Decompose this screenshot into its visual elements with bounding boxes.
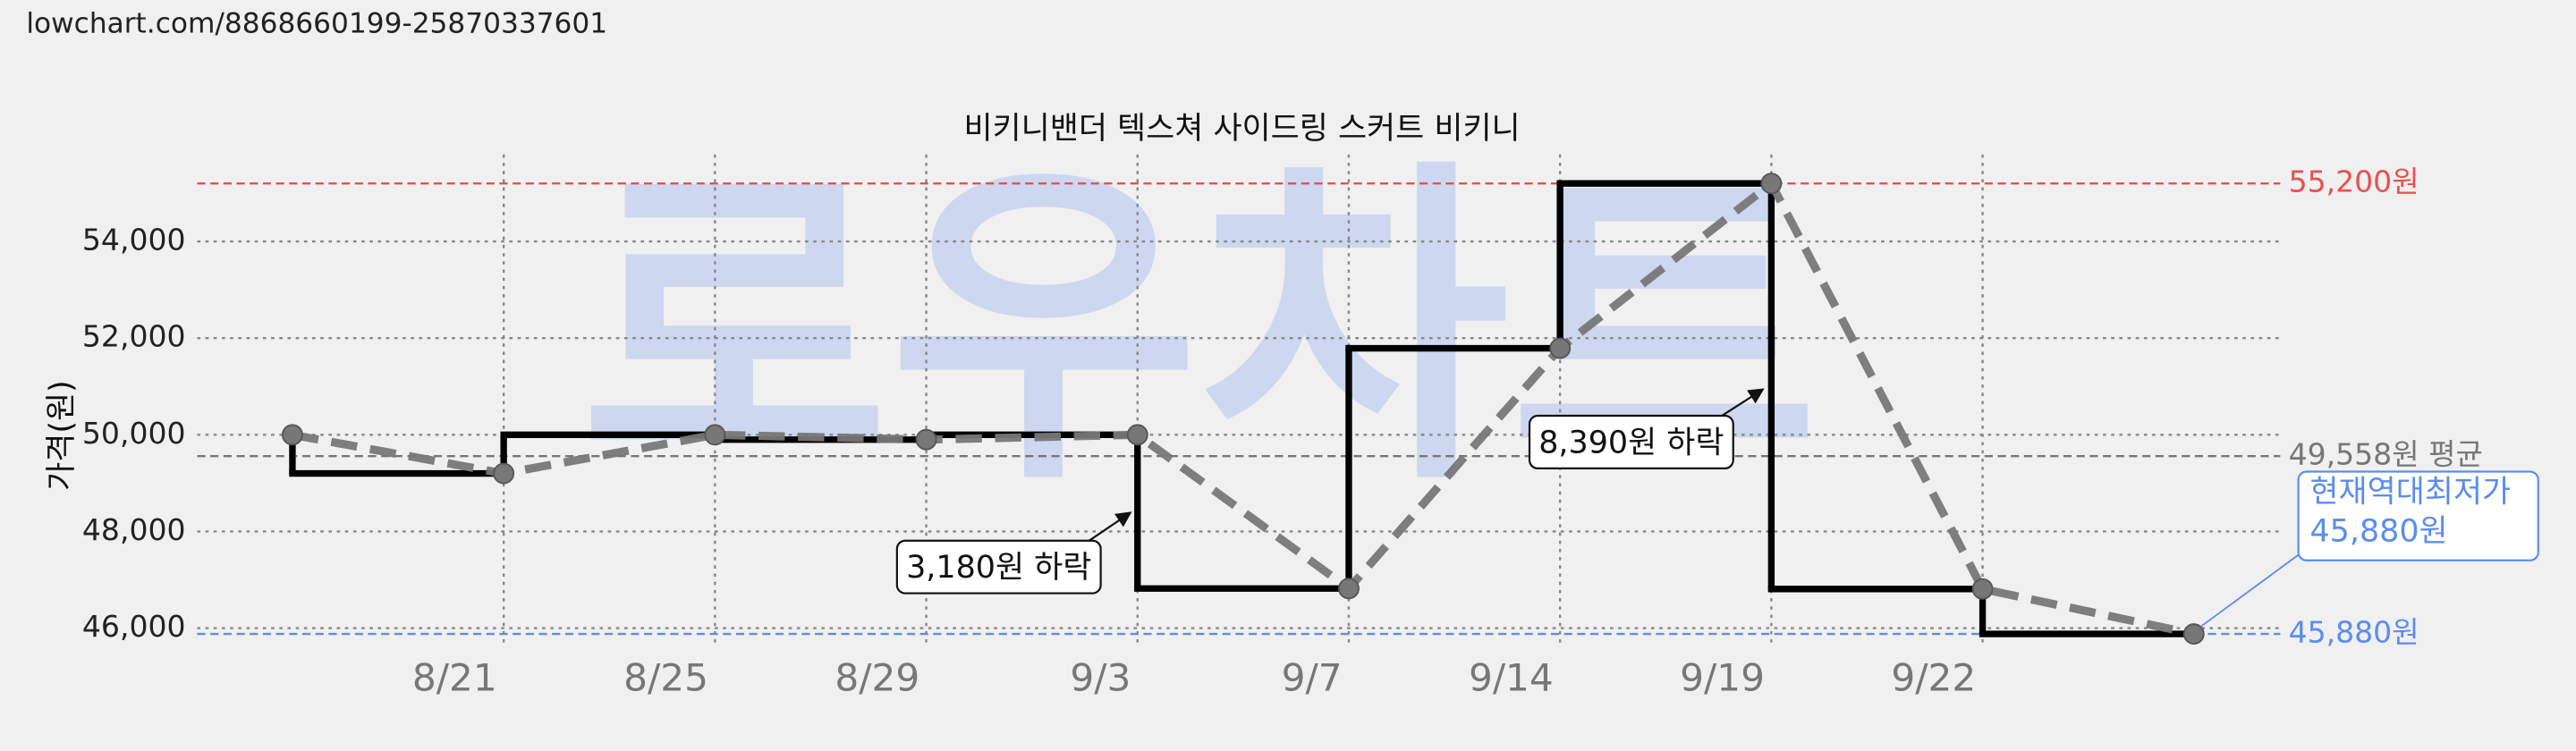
x-tick-label: 9/7 — [1282, 655, 1343, 699]
annotation-box — [895, 539, 1102, 595]
reference-label: 55,200원 — [2289, 165, 2419, 199]
y-axis-label: 가격(원) — [44, 380, 80, 491]
annotation-box — [2297, 470, 2539, 561]
x-tick-label: 8/25 — [623, 655, 708, 699]
annotation-text: 현재역대최저가 — [2309, 474, 2511, 510]
annotation-box — [1528, 414, 1734, 469]
y-tick-label: 50,000 — [82, 416, 186, 451]
annotation-arrow — [1716, 388, 1765, 420]
price-line — [292, 177, 2195, 638]
price-point — [1549, 337, 1572, 359]
annotation-text: 8,390원 하락 — [1538, 425, 1724, 460]
price-point — [915, 428, 937, 451]
price-point — [493, 462, 515, 485]
reference-label: 49,558원 평균 — [2289, 437, 2483, 472]
price-point — [1760, 173, 1783, 195]
price-point — [282, 424, 303, 446]
y-tick-label: 48,000 — [82, 512, 186, 547]
annotation-arrow — [1083, 511, 1132, 545]
price-point — [1971, 578, 1994, 600]
x-tick-label: 9/14 — [1469, 655, 1554, 699]
chart-title: 비키니밴더 텍스쳐 사이드링 스커트 비키니 — [963, 111, 1520, 147]
y-tick-label: 54,000 — [82, 223, 186, 257]
price-point — [1338, 578, 1360, 600]
price-point — [2182, 623, 2205, 646]
x-tick-label: 9/3 — [1070, 655, 1131, 699]
x-tick-label: 9/19 — [1680, 655, 1765, 699]
annotation-text: 45,880원 — [2309, 514, 2447, 550]
price-point — [704, 424, 726, 446]
x-tick-label: 9/22 — [1891, 655, 1976, 699]
price-point — [1126, 424, 1148, 446]
y-tick-label: 46,000 — [82, 609, 186, 644]
reference-label: 45,880원 — [2289, 615, 2419, 650]
url: lowchart.com/8868660199-25870337601 — [26, 8, 607, 40]
x-tick-label: 8/29 — [835, 655, 919, 699]
annotation-text: 3,180원 하락 — [906, 550, 1091, 586]
y-tick-label: 52,000 — [82, 319, 186, 354]
annotation-arrow — [2200, 548, 2308, 628]
x-tick-label: 8/21 — [412, 655, 497, 699]
